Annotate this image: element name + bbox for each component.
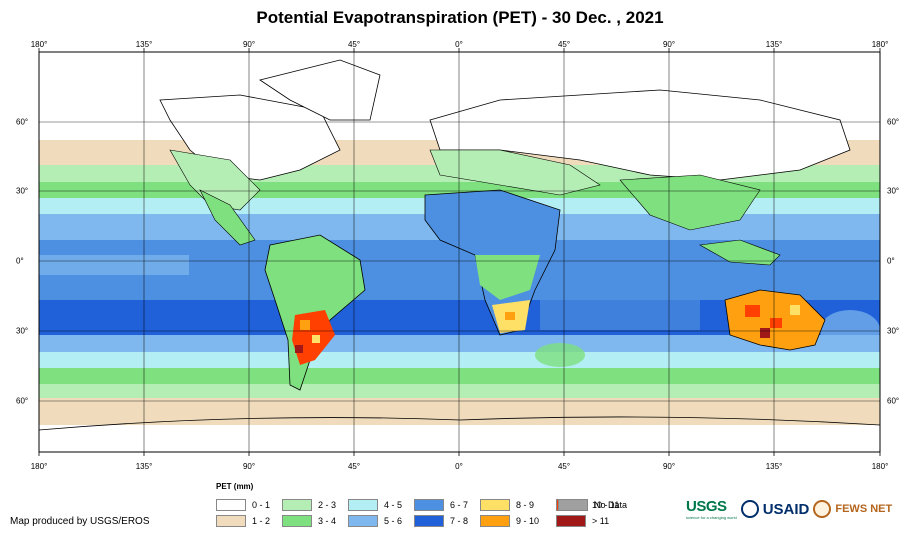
lon-label-bottom-135e: 135° [765, 462, 783, 471]
legend-item: 3 - 4 [282, 515, 336, 527]
legend-swatch [414, 499, 444, 511]
usaid-logo: USAID [762, 500, 810, 518]
lat-label-right-30s: 30° [887, 326, 900, 336]
legend-label: 2 - 3 [318, 500, 337, 510]
lon-label-bottom-0: 0° [455, 462, 463, 471]
lon-label-top-135e: 135° [765, 40, 783, 49]
legend-item: 6 - 7 [414, 499, 468, 511]
lon-label-top-180e: 180° [871, 40, 889, 49]
lat-label-right-0: 0° [887, 256, 895, 266]
legend-swatch [480, 515, 510, 527]
asia-south [619, 174, 761, 231]
lat-label-left-30s: 30° [16, 326, 29, 336]
lat-label-left-30n: 30° [16, 186, 29, 196]
lat-label-left-60s: 60° [16, 396, 29, 406]
map-title: Potential Evapotranspiration (PET) - 30 … [256, 8, 664, 27]
legend-item: 2 - 3 [282, 499, 336, 511]
usaid-seal-icon [740, 500, 759, 518]
legend-swatch [414, 515, 444, 527]
lon-label-top-0: 0° [455, 40, 463, 49]
lat-label-left-60n: 60° [16, 117, 29, 127]
legend-swatch [480, 499, 510, 511]
lat-label-right-60n: 60° [887, 117, 900, 127]
legend-swatch [348, 499, 378, 511]
legend-item: 5 - 6 [348, 515, 402, 527]
lat-label-right-30n: 30° [887, 186, 900, 196]
legend-swatch [558, 499, 588, 511]
legend-item: No Data [558, 499, 627, 511]
legend-item: 0 - 1 [216, 499, 270, 511]
lon-label-top-135w: 135° [135, 40, 153, 49]
legend-label: 3 - 4 [318, 516, 337, 526]
lat-label-left-0: 0° [16, 256, 24, 266]
legend-swatch [556, 515, 586, 527]
legend-label: No Data [594, 500, 628, 510]
legend-title: PET (mm) [216, 482, 254, 491]
legend-item: 8 - 9 [480, 499, 534, 511]
lon-label-bottom-45w: 45° [347, 462, 361, 471]
lon-label-top-180w: 180° [30, 40, 48, 49]
lon-label-bottom-90w: 90° [242, 462, 256, 471]
lon-label-bottom-135w: 135° [135, 462, 153, 471]
band-south-3-4 [39, 368, 880, 386]
legend-label: 6 - 7 [450, 500, 469, 510]
lon-label-bottom-45e: 45° [557, 462, 571, 471]
legend-swatch [216, 515, 246, 527]
band-south-1-2 [39, 398, 880, 428]
legend-swatch [282, 515, 312, 527]
legend-item: 4 - 5 [348, 499, 402, 511]
legend-item: 7 - 8 [414, 515, 468, 527]
lon-label-top-90w: 90° [242, 40, 256, 49]
band-south-4-5 [39, 352, 880, 370]
map-frame [38, 51, 881, 453]
central-america [199, 189, 256, 246]
fews-net-logo: FEWS NET [835, 503, 893, 515]
lon-label-bottom-180w: 180° [30, 462, 48, 471]
partner-logos: USGS science for a changing world USAID … [686, 498, 892, 520]
lon-label-top-45w: 45° [347, 40, 361, 49]
lon-label-top-90e: 90° [662, 40, 676, 49]
legend-label: 9 - 10 [516, 516, 540, 526]
antarctica [39, 425, 880, 452]
usgs-logo: USGS science for a changing world [686, 498, 737, 520]
graticule [39, 52, 880, 452]
legend-item: > 11 [556, 515, 609, 527]
lon-label-bottom-90e: 90° [662, 462, 676, 471]
lat-label-right-60s: 60° [887, 396, 900, 406]
legend-label: > 11 [592, 516, 610, 526]
legend-label: 1 - 2 [252, 516, 271, 526]
band-south-2-3 [39, 384, 880, 400]
legend-label: 7 - 8 [450, 516, 469, 526]
legend-item: 9 - 10 [480, 515, 539, 527]
legend-label: 4 - 5 [384, 500, 403, 510]
fews-seal-icon [813, 500, 832, 518]
eurasia [429, 89, 851, 181]
legend-swatch [348, 515, 378, 527]
lon-label-bottom-180e: 180° [871, 462, 889, 471]
legend-label: 8 - 9 [516, 500, 535, 510]
legend-label: 0 - 1 [252, 500, 271, 510]
lon-label-top-45e: 45° [557, 40, 571, 49]
legend-item: 1 - 2 [216, 515, 270, 527]
legend-label: 10 - 11 [592, 500, 620, 510]
credit-text: Map produced by USGS/EROS [10, 516, 150, 527]
legend-swatch [216, 499, 246, 511]
legend-swatch [282, 499, 312, 511]
legend-label: 5 - 6 [384, 516, 403, 526]
greenland [259, 59, 381, 121]
